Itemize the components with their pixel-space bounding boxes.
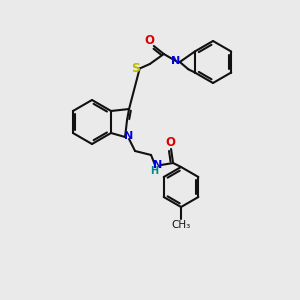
Text: N: N [171,56,180,66]
Text: H: H [150,166,158,176]
Text: O: O [165,136,175,149]
Text: N: N [153,160,163,170]
Text: O: O [145,34,155,47]
Text: S: S [131,62,140,76]
Text: CH₃: CH₃ [171,220,191,230]
Text: N: N [124,131,134,141]
